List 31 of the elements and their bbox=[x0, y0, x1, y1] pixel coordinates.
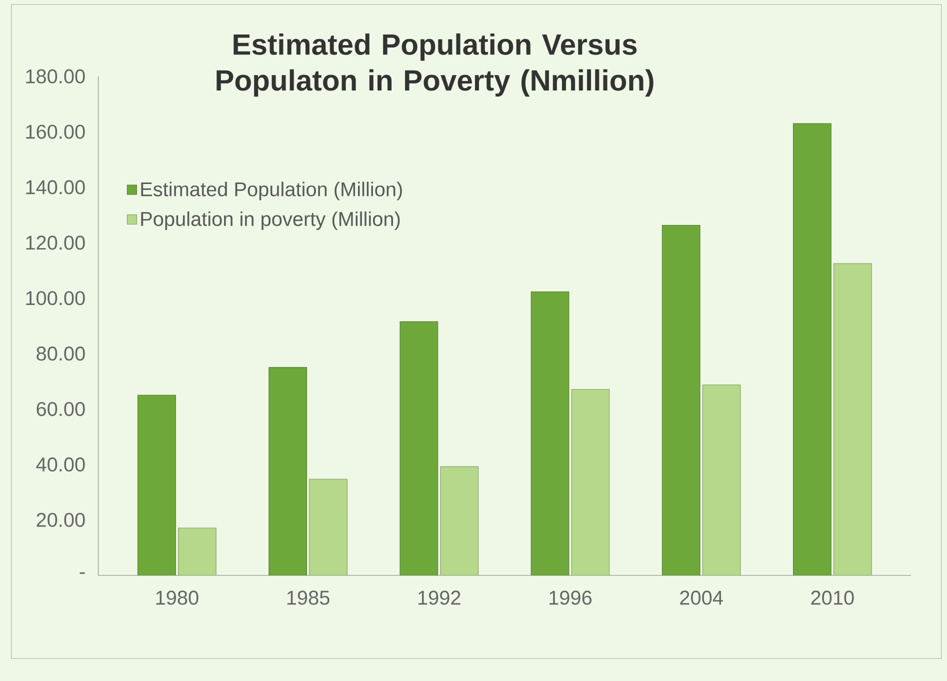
bar bbox=[268, 367, 307, 576]
chart-title: Estimated Population Versus Populaton in Poverty (Nmillion) bbox=[216, 33, 654, 96]
x-tick-label: 2010 bbox=[811, 590, 854, 605]
y-tick-label: 40.00 bbox=[36, 457, 85, 472]
y-tick-label: 20.00 bbox=[36, 512, 85, 527]
bar bbox=[793, 123, 832, 576]
bar bbox=[702, 384, 741, 576]
x-tick-label: 2004 bbox=[680, 590, 723, 605]
bar bbox=[400, 321, 438, 576]
y-tick-label: 80.00 bbox=[36, 346, 85, 361]
y-tick-label: 180.00 bbox=[26, 69, 85, 84]
x-tick-label: 1980 bbox=[156, 590, 198, 605]
bar bbox=[178, 528, 216, 576]
bar bbox=[138, 394, 176, 576]
y-tick-label: 100.00 bbox=[26, 290, 85, 306]
bar bbox=[833, 263, 872, 576]
bar bbox=[530, 291, 570, 576]
legend-label: Estimated Population (Million) bbox=[141, 182, 402, 200]
x-tick-label: 1996 bbox=[550, 590, 592, 605]
y-tick-label: 160.00 bbox=[26, 124, 85, 139]
bar bbox=[309, 478, 348, 576]
bar bbox=[571, 388, 610, 576]
bar bbox=[662, 224, 700, 576]
x-tick-label: 1985 bbox=[287, 590, 330, 605]
bar bbox=[440, 466, 479, 576]
x-tick-label: 1992 bbox=[418, 590, 460, 605]
y-tick-label: 60.00 bbox=[36, 402, 85, 416]
y-tick-label: 140.00 bbox=[26, 180, 85, 194]
y-tick-label: - bbox=[80, 572, 85, 574]
y-tick-label: 120.00 bbox=[26, 236, 85, 250]
legend-label: Population in poverty (Million) bbox=[141, 211, 400, 230]
